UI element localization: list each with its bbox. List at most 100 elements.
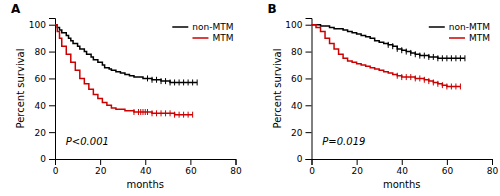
y-axis: 020406080100 <box>285 19 312 165</box>
tick-mark <box>447 159 448 165</box>
survival-curve <box>55 25 193 115</box>
tick: 0 <box>297 154 312 164</box>
legend-swatch <box>172 26 188 28</box>
tick: 80 <box>35 47 55 57</box>
tick: 60 <box>185 159 197 176</box>
censor-mark <box>156 110 157 116</box>
tick-mark <box>49 159 55 160</box>
tick-label: 0 <box>53 166 59 176</box>
y-axis-title: Percent survival <box>15 49 26 129</box>
tick-mark <box>49 52 55 53</box>
tick-mark <box>100 159 101 165</box>
censor-mark <box>455 83 456 89</box>
censor-mark <box>133 109 134 115</box>
censor-mark <box>183 79 184 85</box>
censor-mark <box>170 79 171 85</box>
tick-mark <box>492 159 493 165</box>
censor-mark <box>165 110 166 116</box>
tick-label: 100 <box>285 20 302 30</box>
censor-mark <box>401 47 402 53</box>
tick-label: 0 <box>309 166 315 176</box>
censor-mark <box>138 109 139 115</box>
legend-entry: non-MTM <box>172 22 233 32</box>
censor-mark <box>152 110 153 116</box>
tick: 0 <box>53 159 59 176</box>
censor-mark <box>433 54 434 60</box>
panel-label: B <box>268 2 277 16</box>
tick-mark <box>402 159 403 165</box>
tick-mark <box>306 105 312 106</box>
tick: 60 <box>291 74 311 84</box>
legend: non-MTMMTM <box>429 22 490 43</box>
censor-mark <box>161 110 162 116</box>
censor-mark <box>145 109 146 115</box>
censor-mark <box>424 77 425 83</box>
tick-label: 20 <box>35 128 47 138</box>
censor-mark <box>428 78 429 84</box>
tick-label: 20 <box>291 128 303 138</box>
tick: 80 <box>487 159 499 176</box>
tick-label: 60 <box>185 166 197 176</box>
tick-label: 0 <box>297 154 303 164</box>
censor-mark <box>161 78 162 84</box>
tick-mark <box>49 25 55 26</box>
censor-mark <box>437 55 438 61</box>
y-axis: 020406080100 <box>29 19 56 165</box>
tick: 60 <box>35 74 55 84</box>
censor-mark <box>192 79 193 85</box>
tick-label: 20 <box>95 166 107 176</box>
legend-entry: non-MTM <box>429 22 490 32</box>
panel: 020406080020406080100monthsPercent survi… <box>11 2 242 190</box>
censor-mark <box>397 73 398 79</box>
censor-mark <box>406 49 407 55</box>
survival-curve <box>312 25 465 59</box>
censor-marks <box>148 75 198 85</box>
tick: 0 <box>40 154 55 164</box>
tick-label: 60 <box>291 74 303 84</box>
legend: non-MTMMTM <box>172 22 233 43</box>
censor-mark <box>446 83 447 89</box>
panel: 020406080020406080100monthsPercent survi… <box>268 2 499 190</box>
censor-mark <box>156 77 157 83</box>
tick-mark <box>49 78 55 79</box>
censor-marks <box>397 73 460 90</box>
tick-label: 20 <box>351 166 363 176</box>
censor-mark <box>192 112 193 118</box>
x-axis-title: months <box>383 179 421 190</box>
tick-mark <box>306 159 312 160</box>
tick: 40 <box>140 159 152 176</box>
censor-mark <box>428 54 429 60</box>
tick-label: 40 <box>140 166 152 176</box>
censor-mark <box>446 55 447 61</box>
tick-label: 40 <box>35 101 47 111</box>
tick-mark <box>306 25 312 26</box>
tick-label: 80 <box>230 166 242 176</box>
x-axis: 0 20 40 60 80 <box>53 159 242 176</box>
tick-mark <box>306 132 312 133</box>
annotation: P=0.019 <box>322 136 365 147</box>
y-axis-title: Percent survival <box>272 49 283 129</box>
tick-mark <box>236 159 237 165</box>
censor-mark <box>410 50 411 56</box>
censor-mark <box>165 78 166 84</box>
censor-mark <box>392 43 393 49</box>
censor-mark <box>197 79 198 85</box>
panel-label: A <box>11 2 21 16</box>
censor-marks <box>134 109 193 118</box>
legend-label: non-MTM <box>192 22 233 32</box>
censor-mark <box>174 112 175 118</box>
tick: 20 <box>35 128 55 138</box>
legend-entry: MTM <box>192 33 233 43</box>
axis-line <box>49 19 56 160</box>
tick-label: 80 <box>35 47 47 57</box>
tick: 20 <box>291 128 311 138</box>
tick-label: 60 <box>35 74 47 84</box>
figure: 0 20 40 60 80 0 20 40 60 80 100 months Percent survi… <box>0 0 500 196</box>
plot-area <box>55 25 197 118</box>
tick-mark <box>49 132 55 133</box>
tick-mark <box>145 159 146 165</box>
tick-label: 40 <box>291 101 303 111</box>
censor-mark <box>437 81 438 87</box>
censor-mark <box>433 79 434 85</box>
tick: 100 <box>285 20 311 30</box>
